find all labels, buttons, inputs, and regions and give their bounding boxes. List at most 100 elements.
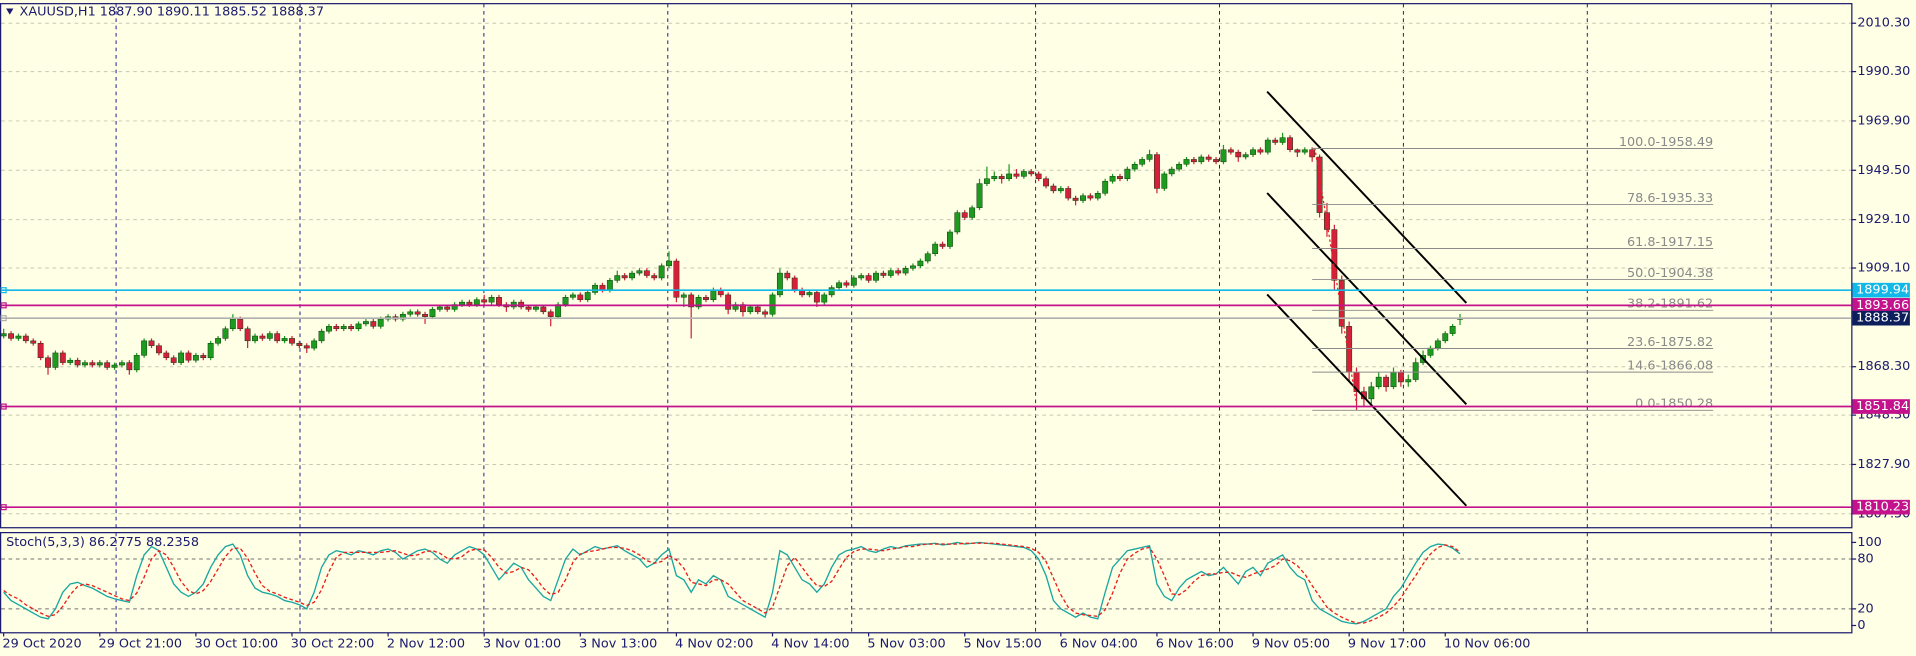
- candle-body: [1272, 139, 1279, 143]
- candle-body: [0, 333, 7, 337]
- x-tick-label: 4 Nov 02:00: [675, 636, 753, 651]
- candle-body: [836, 282, 842, 288]
- candle-body: [178, 352, 185, 363]
- candle-body: [961, 212, 968, 218]
- candle-body: [289, 338, 295, 344]
- candle-body: [237, 318, 244, 329]
- candle-body: [873, 272, 879, 281]
- candle-body: [1346, 326, 1353, 373]
- candle-body: [636, 270, 643, 274]
- candle-body: [348, 326, 355, 329]
- grid: [1, 3, 1852, 633]
- price-line-handle: [0, 315, 7, 322]
- candle-body: [828, 287, 835, 296]
- candle-body: [148, 340, 155, 346]
- candle-body: [377, 318, 384, 327]
- price-label-bg: [1852, 282, 1910, 298]
- candle-body: [52, 352, 59, 368]
- candle-body: [259, 335, 266, 339]
- candle-body: [466, 301, 473, 305]
- candle-body: [274, 333, 281, 342]
- candle-body: [1006, 173, 1013, 180]
- candle-body: [459, 301, 465, 305]
- y-tick-label: 0: [1857, 618, 1865, 633]
- candle-body: [370, 321, 377, 327]
- candle-body: [1264, 139, 1271, 153]
- candle-body: [30, 340, 37, 344]
- candle-body: [858, 275, 865, 279]
- candle-body: [1035, 173, 1042, 180]
- candle-body: [133, 355, 140, 371]
- y-tick-label: 1827.90: [1857, 457, 1910, 472]
- candle-body: [15, 335, 22, 339]
- candle-body: [703, 297, 709, 300]
- candle-body: [326, 326, 332, 332]
- candle-body: [126, 362, 133, 371]
- candle-body: [1294, 149, 1301, 153]
- candle-body: [229, 318, 236, 329]
- candle-body: [584, 292, 591, 300]
- candle-body: [643, 270, 650, 276]
- candle-body: [754, 306, 761, 313]
- candle-body: [791, 277, 798, 291]
- y-tick-label: 100: [1857, 535, 1881, 550]
- price-label: 1810.23: [1856, 500, 1909, 515]
- candle-body: [902, 268, 909, 274]
- candle-body: [533, 306, 539, 310]
- candle-body: [865, 275, 872, 281]
- candle-body: [200, 355, 207, 359]
- x-tick-label: 6 Nov 04:00: [1060, 636, 1138, 651]
- x-tick-label: 6 Nov 16:00: [1156, 636, 1234, 651]
- candle-body: [673, 260, 680, 298]
- candle-body: [436, 306, 443, 310]
- candle-body: [1449, 326, 1456, 334]
- price-label: 1888.37: [1856, 311, 1909, 326]
- x-tick-label: 29 Oct 21:00: [99, 636, 183, 651]
- channel-line: [1266, 192, 1468, 406]
- candle-body: [311, 340, 318, 349]
- candle-body: [111, 364, 118, 368]
- candle-body: [496, 297, 502, 305]
- stoch-title: Stoch(5,3,3) 86.2775 88.2358: [6, 535, 199, 550]
- candle-body: [1227, 149, 1234, 153]
- candle-body: [806, 292, 813, 296]
- fib-label: 61.8-1917.15: [1627, 235, 1713, 250]
- candle-body: [547, 311, 554, 317]
- candle-body: [695, 297, 702, 308]
- x-tick-label: 9 Nov 17:00: [1348, 636, 1426, 651]
- candle-body: [813, 292, 820, 303]
- candle-body: [1397, 372, 1404, 383]
- y-tick-label: 2010.30: [1857, 16, 1910, 31]
- candle-body: [104, 362, 111, 368]
- stoch-line: [3, 542, 1461, 624]
- price-label-bg: [1852, 298, 1910, 313]
- y-tick-label: 1909.10: [1857, 261, 1910, 276]
- candle-body: [1131, 163, 1138, 170]
- price-label: 1899.94: [1856, 283, 1909, 298]
- candle-body: [1139, 159, 1146, 165]
- candle-body: [843, 282, 850, 286]
- y-tick-label: 80: [1857, 552, 1873, 567]
- candle-body: [1020, 171, 1027, 177]
- candle-body: [59, 352, 66, 363]
- candle-body: [1057, 188, 1064, 192]
- candle-body: [1124, 168, 1131, 180]
- candle-body: [1087, 195, 1094, 199]
- fib-label: 100.0-1958.49: [1619, 135, 1713, 150]
- price-label: 1893.66: [1856, 298, 1909, 313]
- y-tick-label: 1949.50: [1857, 163, 1910, 178]
- candle-body: [762, 311, 769, 315]
- candle-body: [1287, 137, 1293, 150]
- candle-body: [163, 352, 170, 359]
- candle-body: [303, 345, 310, 349]
- x-tick-label: 5 Nov 15:00: [963, 636, 1041, 651]
- stoch-line: [3, 541, 1461, 625]
- candle-body: [1235, 151, 1242, 158]
- candle-body: [37, 343, 44, 359]
- candle-body: [1434, 340, 1441, 349]
- candle-body: [1242, 154, 1249, 158]
- candle-body: [710, 289, 717, 300]
- candle-body: [45, 357, 51, 368]
- candle-body: [1153, 154, 1160, 189]
